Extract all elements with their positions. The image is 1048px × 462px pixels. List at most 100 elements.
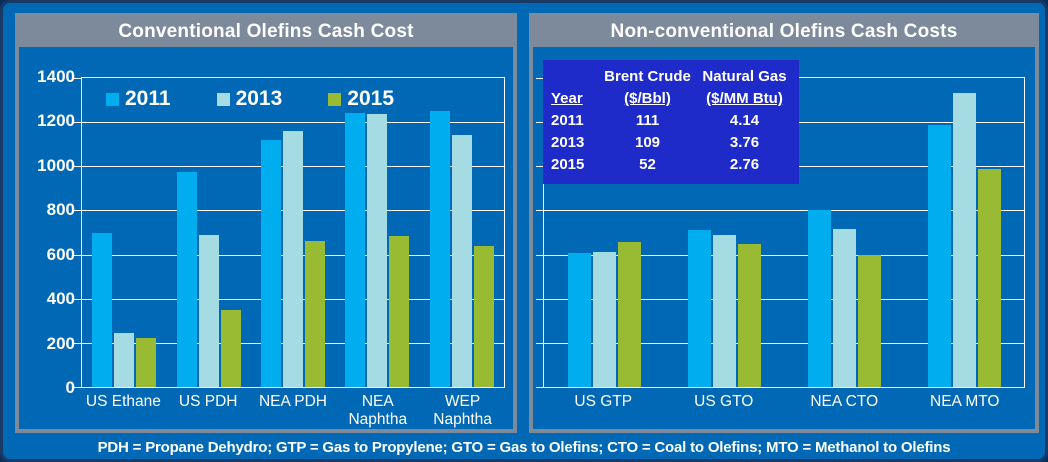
price-table-cell: 2011: [551, 112, 584, 129]
chart-legend: 2011 2013 2015: [106, 87, 394, 111]
gridline: [544, 298, 1024, 300]
y-tick: [536, 387, 543, 388]
bar-group: [784, 78, 904, 387]
x-axis-category-label: US Ethane: [85, 393, 161, 410]
y-tick: [536, 210, 543, 212]
price-table-cell: Year: [551, 90, 583, 107]
price-table-row: 2015 52 2.76: [551, 154, 795, 176]
y-axis-tick-label: 0: [65, 378, 75, 397]
bar-group: [420, 78, 504, 387]
bar-2015-nea-mto: [977, 168, 1001, 387]
bar-2015-us-ethane: [136, 338, 157, 387]
bar-2015-us-gto: [737, 243, 761, 387]
bar-2015-us-pdh: [220, 309, 241, 387]
gridline: [544, 342, 1024, 344]
legend-item-2013: 2013: [216, 87, 283, 111]
bar-2013-us-gto: [712, 234, 736, 387]
y-tick: [536, 122, 543, 124]
bar-2013-nea-cto: [832, 229, 856, 387]
bar-2015-nea-cto: [857, 254, 881, 387]
legend-swatch-icon: [328, 92, 342, 106]
price-table-cell: 4.14: [729, 112, 760, 129]
bar-2013-nea-naphtha: [367, 114, 388, 387]
bar-group: [82, 78, 166, 387]
x-axis-category-label: NEA MTO: [930, 393, 1000, 410]
y-tick: [536, 166, 543, 168]
bar-2011-wep-naphtha: [429, 111, 450, 387]
bar-2011-nea-naphtha: [345, 113, 366, 387]
y-tick: [536, 78, 543, 79]
bar-2015-wep-naphtha: [473, 245, 494, 387]
y-tick: [74, 78, 81, 79]
x-axis-category-label: NEA Naphtha: [348, 393, 408, 428]
panel-non-conventional: Non-conventional Olefins Cash Costs Bren…: [529, 13, 1039, 433]
bar-2011-us-gto: [687, 230, 711, 387]
legend-item-2015: 2015: [328, 87, 394, 111]
bar-group: [904, 78, 1024, 387]
y-tick: [74, 122, 81, 124]
legend-label: 2015: [347, 87, 394, 110]
y-tick: [74, 254, 81, 256]
bar-2011-us-pdh: [176, 171, 197, 387]
price-table-cell: Brent Crude: [604, 68, 691, 85]
legend-label: 2011: [125, 87, 171, 110]
bar-groups: [544, 78, 1024, 387]
y-axis-tick-label: 1400: [37, 67, 75, 86]
x-axis-category-label: US GTO: [694, 393, 754, 410]
y-axis-tick-label: 200: [46, 333, 75, 353]
y-tick: [74, 298, 81, 300]
price-table-cell: 2013: [551, 134, 585, 151]
x-axis-category-label: NEA CTO: [810, 393, 879, 410]
price-table-header-row-2: Year ($/Bbl) ($/MM Btu): [551, 88, 795, 110]
y-axis-tick-label: 400: [46, 289, 75, 309]
bar-group: [251, 78, 335, 387]
bar-2015-us-gtp: [617, 242, 641, 387]
legend-item-2011: 2011: [106, 87, 171, 111]
legend-swatch-icon: [106, 92, 119, 106]
bar-2013-nea-pdh: [283, 130, 304, 387]
y-tick: [74, 387, 81, 388]
price-table-cell: [551, 66, 601, 88]
y-tick: [536, 298, 543, 300]
legend-label: 2013: [235, 87, 283, 110]
bar-2013-us-pdh: [198, 234, 219, 387]
bar-2011-nea-pdh: [261, 139, 282, 387]
price-table-cell: 3.76: [729, 134, 760, 151]
bar-2015-nea-naphtha: [389, 235, 410, 387]
y-axis-tick-label: 800: [46, 200, 75, 220]
left-y-axis-labels: 1400 1200 1000 800 600 400 200 0: [19, 68, 75, 397]
bar-group: [664, 78, 784, 387]
bar-2011-us-gtp: [567, 253, 591, 387]
bar-group: [544, 78, 664, 387]
price-table-row: 2013 109 3.76: [551, 132, 795, 154]
legend-swatch-icon: [216, 92, 230, 106]
price-table-cell: 2015: [551, 156, 585, 173]
price-inset-table: Brent Crude Natural Gas Year ($/Bbl) ($/…: [543, 60, 799, 184]
y-axis-tick-label: 1000: [37, 155, 75, 175]
bar-2013-us-ethane: [114, 332, 135, 387]
bar-2013-nea-mto: [952, 93, 976, 387]
price-table-header-row-1: Brent Crude Natural Gas: [551, 66, 795, 88]
y-axis-tick-label: 1200: [37, 111, 75, 131]
bar-2013-wep-naphtha: [451, 135, 472, 387]
y-axis-tick-label: 600: [46, 244, 75, 264]
price-table-cell: ($/Bbl): [624, 90, 671, 107]
price-table-row: 2011 111 4.14: [551, 110, 795, 132]
price-table-cell: Natural Gas: [702, 68, 787, 85]
bar-groups: [82, 78, 504, 387]
price-table-cell: 2.76: [729, 156, 760, 173]
left-chart-area: 1400 1200 1000 800 600 400 200 0 2011 2013 2015 U…: [19, 47, 513, 429]
bar-2013-us-gtp: [592, 252, 616, 387]
x-axis-category-label: US GTP: [574, 393, 633, 410]
gridline: [544, 254, 1024, 256]
price-table-cell: 52: [639, 156, 656, 173]
right-chart-title: Non-conventional Olefins Cash Costs: [533, 17, 1035, 47]
x-axis-category-label: WEP Naphtha: [433, 393, 492, 428]
footnote-abbreviations: PDH = Propane Dehydro; GTP = Gas to Prop…: [97, 439, 951, 456]
right-x-axis-labels: US GTP US GTO NEA CTO NEA MTO: [543, 393, 1025, 411]
y-tick: [74, 342, 81, 344]
x-axis-category-label: US PDH: [178, 393, 238, 410]
y-tick: [536, 254, 543, 256]
bar-group: [335, 78, 419, 387]
